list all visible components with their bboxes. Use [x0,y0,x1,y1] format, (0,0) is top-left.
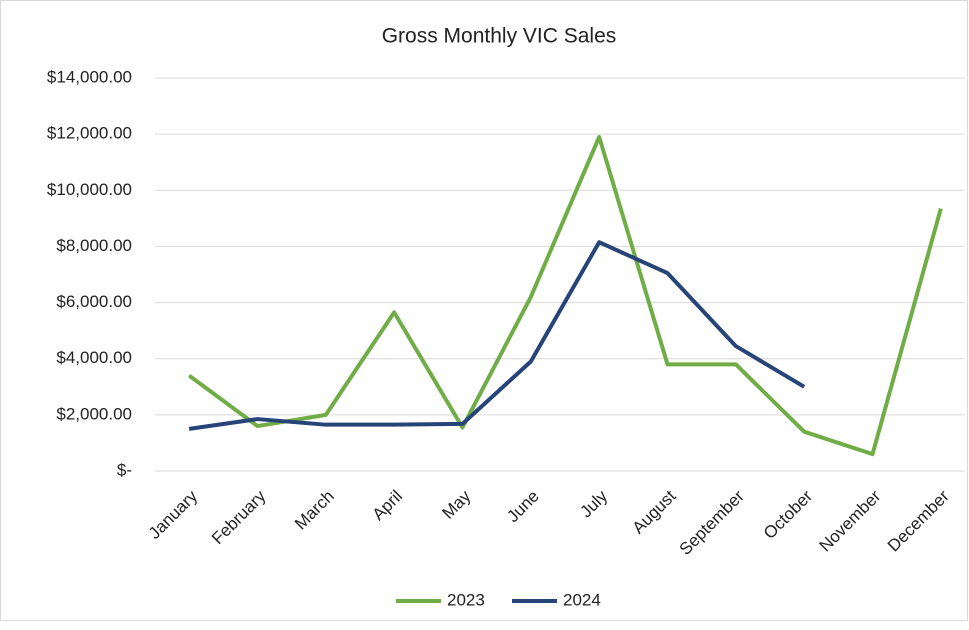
y-tick-label: $8,000.00 [56,236,132,255]
y-tick-label: $- [117,460,132,479]
y-tick-label: $14,000.00 [47,67,132,86]
legend-label: 2023 [447,590,485,609]
y-tick-label: $4,000.00 [56,348,132,367]
y-tick-label: $10,000.00 [47,180,132,199]
y-tick-label: $2,000.00 [56,404,132,423]
chart-title: Gross Monthly VIC Sales [382,25,617,48]
y-tick-label: $6,000.00 [56,292,132,311]
legend-label: 2024 [563,590,601,609]
line-series [187,134,943,457]
line-series [188,240,806,431]
y-tick-label: $12,000.00 [47,124,132,143]
